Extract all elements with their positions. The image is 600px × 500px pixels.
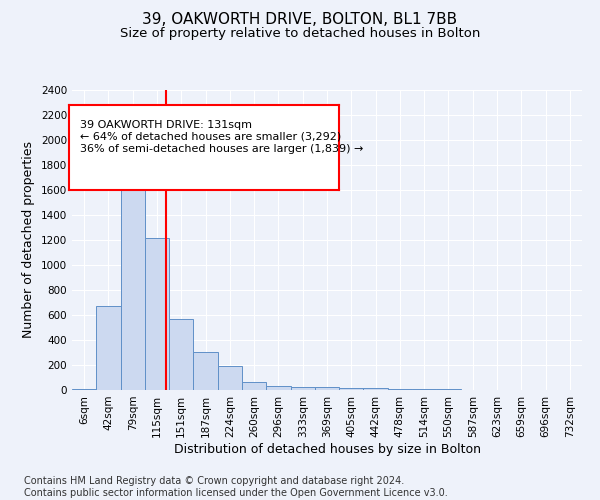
Text: 39, OAKWORTH DRIVE, BOLTON, BL1 7BB: 39, OAKWORTH DRIVE, BOLTON, BL1 7BB bbox=[142, 12, 458, 28]
Bar bbox=[193, 352, 218, 390]
Bar bbox=[169, 319, 193, 390]
Bar bbox=[72, 389, 96, 390]
Bar bbox=[412, 389, 436, 390]
Bar bbox=[242, 382, 266, 390]
Bar bbox=[96, 306, 121, 390]
Text: Contains HM Land Registry data © Crown copyright and database right 2024.
Contai: Contains HM Land Registry data © Crown c… bbox=[24, 476, 448, 498]
Bar bbox=[218, 366, 242, 390]
Bar bbox=[145, 238, 169, 390]
Y-axis label: Number of detached properties: Number of detached properties bbox=[22, 142, 35, 338]
Bar bbox=[364, 388, 388, 390]
Bar bbox=[315, 387, 339, 390]
X-axis label: Distribution of detached houses by size in Bolton: Distribution of detached houses by size … bbox=[173, 442, 481, 456]
Bar bbox=[388, 388, 412, 390]
Bar bbox=[290, 387, 315, 390]
Bar bbox=[339, 388, 364, 390]
Bar bbox=[121, 148, 145, 390]
Text: Size of property relative to detached houses in Bolton: Size of property relative to detached ho… bbox=[120, 28, 480, 40]
Bar bbox=[266, 386, 290, 390]
Text: 39 OAKWORTH DRIVE: 131sqm
← 64% of detached houses are smaller (3,292)
36% of se: 39 OAKWORTH DRIVE: 131sqm ← 64% of detac… bbox=[80, 120, 363, 154]
